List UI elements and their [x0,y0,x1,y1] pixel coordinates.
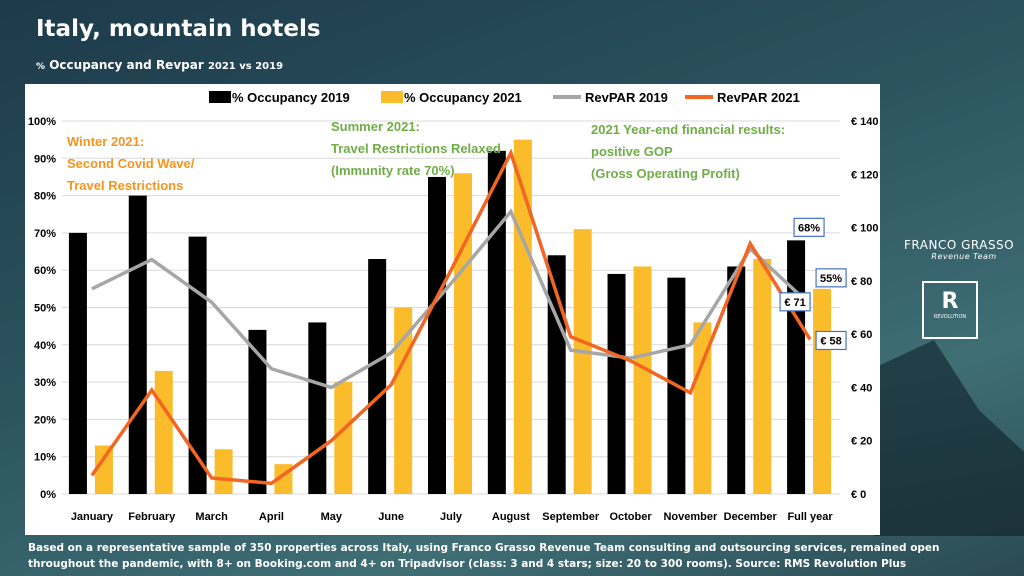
bar--occupancy-2019 [188,236,207,494]
legend-label: RevPAR 2021 [717,90,800,105]
legend-swatch [381,91,403,103]
annotation-text: 2021 Year-end financial results: [591,122,785,137]
bar--occupancy-2019 [128,195,147,494]
annotation-text: Travel Restrictions [67,178,183,193]
data-label: € 58 [820,335,841,347]
right-tick-label: € 100 [851,223,879,235]
left-tick-label: 30% [34,377,56,389]
category-label: December [724,511,778,523]
subtitle-suffix: 2021 vs 2019 [207,61,284,72]
left-tick-label: 40% [34,340,56,352]
bar--occupancy-2021 [454,173,472,494]
legend-label: % Occupancy 2019 [232,90,350,105]
left-tick-label: 0% [40,489,56,501]
subtitle-prefix: % [36,62,46,72]
subtitle: % Occupancy and Revpar 2021 vs 2019 [36,58,283,72]
bar--occupancy-2019 [68,232,87,494]
left-tick-label: 90% [34,153,56,165]
bar--occupancy-2019 [727,266,746,494]
annotation-text: positive GOP [591,144,673,159]
category-label: October [609,511,652,523]
subtitle-main: Occupancy and Revpar [49,58,204,72]
data-label-box [779,292,811,312]
legend-label: RevPAR 2019 [585,90,668,105]
logo-text: FRANCO GRASSO [904,238,1015,252]
bar--occupancy-2021 [94,445,113,494]
left-tick-label: 70% [34,228,56,240]
logo-subtext: Revenue Team [931,252,997,261]
annotation-text: (Immunity rate 70%) [331,163,455,178]
revolution-text: REVOLUTION [933,314,967,320]
category-label: February [128,511,176,523]
category-label: November [663,511,718,523]
bar--occupancy-2021 [334,382,353,494]
right-tick-label: € 40 [851,382,872,394]
bar--occupancy-2021 [633,266,652,494]
bar--occupancy-2021 [214,449,233,494]
bar--occupancy-2019 [787,240,806,494]
category-label: September [542,511,600,523]
category-label: July [440,511,463,523]
annotation-text: (Gross Operating Profit) [591,166,740,181]
left-tick-label: 10% [34,452,56,464]
category-label: June [378,511,404,523]
line-revpar-2021 [90,148,812,486]
left-tick-label: 50% [34,303,56,315]
bar--occupancy-2021 [693,322,712,494]
left-tick-label: 100% [28,116,56,128]
data-label-box [815,330,847,351]
legend-label: % Occupancy 2021 [404,90,522,105]
data-label: 68% [798,222,820,234]
data-label: 55% [820,273,842,285]
combo-chart: 0% 10% 20% 30% 40% 50% 60% 70% 80% 90% 100% € 0 € 20… [28,90,879,523]
category-label: August [492,511,530,523]
category-label: Full year [787,511,833,523]
bar--occupancy-2019 [487,150,506,494]
bar--occupancy-2019 [607,273,626,494]
bar--occupancy-2019 [428,176,446,494]
category-label: April [259,511,284,523]
r-icon: R [941,289,959,314]
bar--occupancy-2021 [573,229,592,495]
category-label: May [321,511,343,523]
chart-panel: 0% 10% 20% 30% 40% 50% 60% 70% 80% 90% 100% € 0 € 20… [25,84,880,535]
annotation-text: Travel Restrictions Relaxed [331,141,501,156]
right-tick-label: € 140 [851,116,879,128]
revolution-logo: R REVOLUTION [922,281,978,339]
data-label-box [815,268,847,288]
right-tick-label: € 20 [851,436,872,448]
data-label-box [793,217,825,237]
bar--occupancy-2019 [308,322,327,494]
footnote: Based on a representative sample of 350 … [28,542,940,570]
annotation-text: Summer 2021: [331,119,420,134]
data-label: € 71 [784,297,805,309]
bar--occupancy-2019 [547,255,566,494]
left-tick-label: 60% [34,265,56,277]
bar--occupancy-2019 [368,259,387,494]
right-tick-label: € 80 [851,276,872,288]
left-tick-label: 80% [34,191,56,203]
bar--occupancy-2019 [248,329,267,494]
bar--occupancy-2021 [394,307,413,494]
line-revpar-2019 [91,208,812,390]
bar--occupancy-2021 [753,259,772,494]
legend-swatch [209,91,231,103]
franco-grasso-logo: FRANCO GRASSO Revenue Team [904,238,1014,261]
annotation-text: Winter 2021: [67,134,144,149]
right-tick-label: € 0 [851,489,866,501]
annotation-text: Second Covid Wave/ [67,156,195,171]
title: Italy, mountain hotels [36,16,321,42]
bar--occupancy-2021 [813,288,832,494]
category-label: March [195,511,228,523]
bar--occupancy-2021 [154,370,173,494]
right-tick-label: € 120 [851,169,879,181]
left-tick-label: 20% [34,414,56,426]
category-label: January [71,511,114,523]
right-tick-label: € 60 [851,329,872,341]
